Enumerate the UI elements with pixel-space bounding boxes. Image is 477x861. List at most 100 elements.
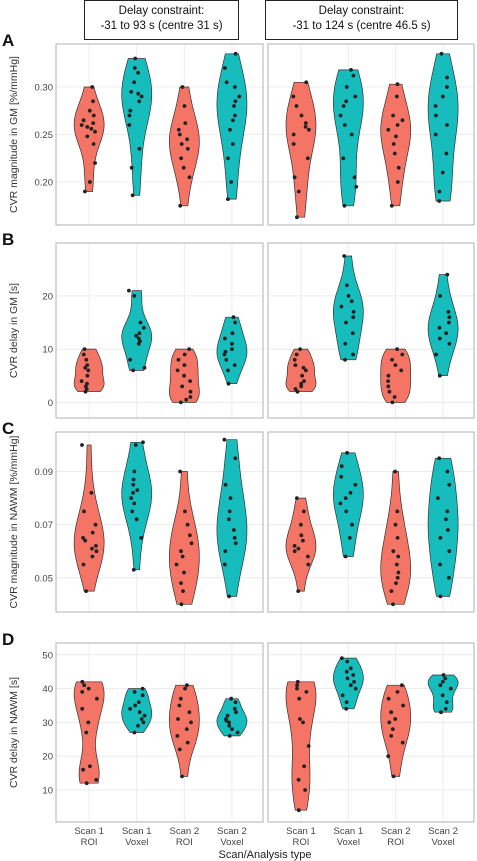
data-point — [82, 347, 87, 351]
data-point — [437, 189, 442, 194]
facet-frame — [55, 431, 264, 613]
data-point — [447, 549, 452, 554]
data-point — [81, 352, 86, 357]
data-point — [295, 496, 299, 500]
data-point — [226, 197, 230, 202]
data-point — [294, 104, 299, 108]
data-point — [387, 389, 392, 394]
data-point — [293, 387, 298, 391]
data-point — [436, 496, 440, 500]
data-point — [187, 710, 192, 715]
data-point — [437, 199, 442, 203]
data-point — [390, 727, 395, 731]
data-point — [182, 373, 187, 378]
violin-roi-3 — [168, 684, 200, 777]
data-point — [444, 331, 448, 336]
data-point — [180, 85, 185, 89]
data-point — [180, 384, 185, 389]
data-point — [185, 522, 190, 527]
facet-B-2 — [267, 242, 475, 419]
data-point — [351, 673, 356, 677]
data-point — [395, 180, 400, 184]
data-point — [131, 482, 136, 487]
data-point — [439, 710, 443, 715]
data-point — [344, 85, 349, 89]
data-point — [445, 123, 449, 127]
data-point — [90, 85, 95, 89]
data-point — [141, 325, 146, 330]
data-point — [233, 320, 238, 325]
y-tick-label: 0.25 — [35, 130, 54, 141]
y-axis-label-D: CVR delay in NAWM [s] — [8, 677, 20, 788]
data-point — [344, 99, 349, 104]
violin-voxel-4 — [427, 274, 459, 377]
data-point — [295, 679, 300, 684]
violin-voxel-2 — [332, 69, 364, 207]
data-point — [444, 700, 449, 704]
data-point — [345, 676, 350, 681]
data-point — [394, 134, 398, 139]
data-point — [185, 137, 190, 142]
violin-roi-1 — [73, 444, 105, 592]
facet-header-left: Delay constraint: -31 to 93 s (centre 31… — [84, 0, 239, 40]
data-point — [82, 683, 87, 688]
data-point — [81, 118, 86, 123]
data-point — [352, 679, 356, 684]
data-point — [295, 215, 299, 220]
data-point — [81, 767, 85, 772]
data-point — [223, 349, 228, 354]
data-point — [88, 180, 92, 184]
data-point — [351, 352, 355, 357]
data-point — [292, 175, 297, 180]
data-point — [179, 549, 183, 554]
y-tick-label: 0.05 — [35, 573, 54, 584]
data-point — [137, 99, 142, 104]
data-point — [83, 365, 88, 370]
violin-roi-3 — [380, 83, 412, 207]
data-point — [299, 384, 304, 389]
data-point — [85, 381, 89, 386]
data-point — [223, 336, 227, 341]
x-tick-label-line2: ROI — [293, 837, 310, 848]
x-tick-label-line2: Voxel — [337, 837, 360, 848]
data-point — [447, 320, 451, 325]
data-point — [341, 156, 346, 161]
violin-voxel-4 — [216, 698, 248, 737]
data-point — [342, 123, 347, 127]
data-point — [182, 352, 187, 357]
data-point — [224, 717, 228, 721]
x-tick-label-line1: Scan 1 — [122, 826, 152, 837]
data-point — [175, 368, 180, 373]
data-point — [447, 315, 452, 320]
data-point — [389, 710, 394, 715]
data-point — [349, 68, 353, 72]
data-point — [439, 51, 444, 56]
data-point — [291, 142, 296, 146]
data-point — [343, 357, 347, 362]
data-point — [395, 94, 399, 99]
data-point — [352, 175, 357, 180]
data-point — [177, 703, 182, 708]
data-point — [142, 713, 147, 718]
data-point — [176, 357, 181, 362]
y-tick-label: 0 — [48, 398, 53, 409]
violin-roi-1 — [285, 681, 317, 811]
x-tick-label-line1: Scan 1 — [334, 826, 364, 837]
data-point — [178, 469, 183, 474]
data-point — [396, 570, 401, 575]
data-point — [446, 310, 451, 314]
data-point — [434, 113, 438, 118]
facet-header-left-line1: Delay constraint: — [118, 5, 205, 17]
data-point — [230, 727, 234, 731]
data-point — [231, 142, 235, 146]
data-point — [226, 368, 230, 373]
data-point — [237, 94, 242, 99]
data-point — [437, 336, 442, 341]
data-point — [91, 99, 95, 104]
data-point — [301, 538, 305, 543]
data-point — [184, 727, 189, 731]
data-point — [178, 696, 183, 701]
data-point — [444, 517, 448, 522]
data-point — [132, 294, 137, 298]
data-point — [232, 706, 237, 711]
